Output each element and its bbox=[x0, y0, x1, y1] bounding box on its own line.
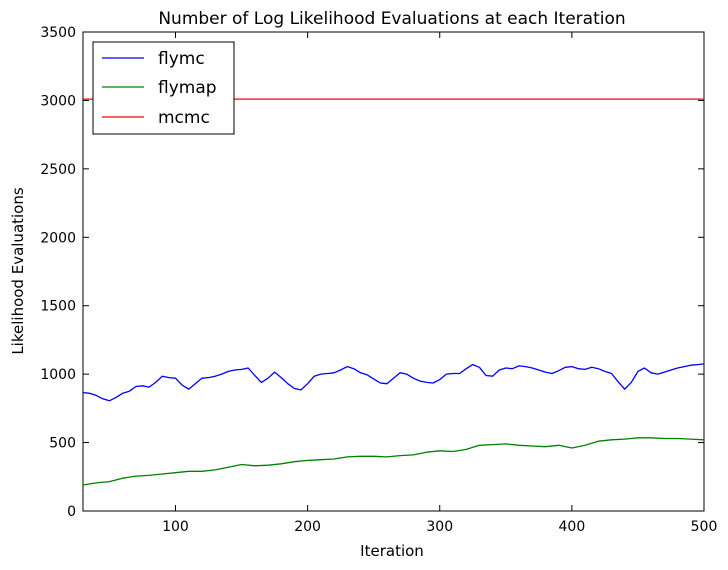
y-tick-label: 1500 bbox=[40, 299, 76, 315]
y-tick-label: 1000 bbox=[40, 367, 76, 383]
plot-frame bbox=[82, 31, 705, 512]
series-line-flymc bbox=[82, 363, 705, 402]
y-tick-label: 2000 bbox=[40, 230, 76, 246]
y-tick-label: 3500 bbox=[40, 25, 76, 41]
y-tick-label: 500 bbox=[49, 436, 76, 452]
y-tick-label: 2500 bbox=[40, 162, 76, 178]
series-line-flymap bbox=[82, 437, 705, 486]
x-tick-label: 400 bbox=[559, 519, 586, 535]
y-tick-label: 3000 bbox=[40, 93, 76, 109]
y-axis-label: Likelihood Evaluations bbox=[9, 187, 27, 355]
x-tick-label: 200 bbox=[294, 519, 321, 535]
legend-label-mcmc: mcmc bbox=[158, 108, 210, 128]
x-tick-label: 300 bbox=[426, 519, 453, 535]
legend-box bbox=[92, 41, 235, 135]
y-tick-label: 0 bbox=[67, 504, 76, 520]
x-tick-label: 500 bbox=[691, 519, 718, 535]
x-axis-label: Iteration bbox=[360, 542, 424, 560]
chart-title: Number of Log Likelihood Evaluations at … bbox=[158, 9, 625, 29]
series-layer bbox=[82, 98, 705, 486]
legend-label-flymap: flymap bbox=[158, 78, 217, 98]
ticks-layer: 100 200 300 400 500 0 500 1000 1500 2000 2500 3000 3… bbox=[40, 25, 717, 535]
legend: flymc flymap mcmc bbox=[92, 41, 235, 135]
plot-area: 100 200 300 400 500 0 500 1000 1500 2000 2500 3000 3… bbox=[40, 25, 717, 535]
legend-label-flymc: flymc bbox=[158, 49, 205, 69]
x-tick-label: 100 bbox=[162, 519, 189, 535]
